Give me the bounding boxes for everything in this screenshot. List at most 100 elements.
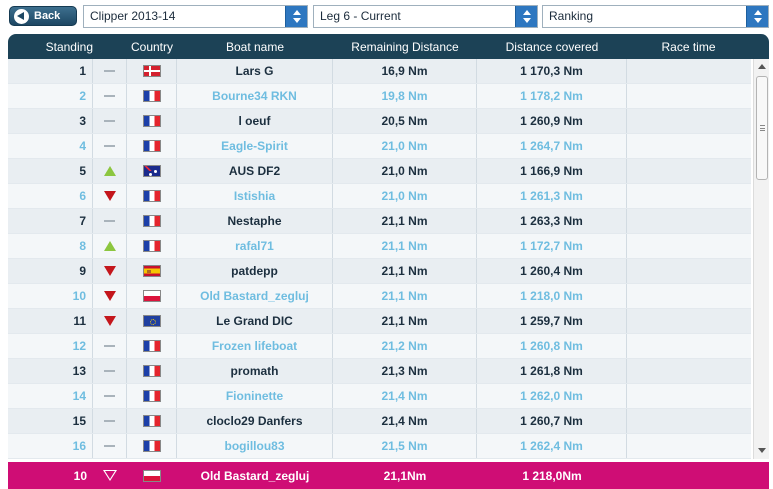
table-row[interactable]: 14 Fioninette 21,4 Nm 1 262,0 Nm: [8, 384, 751, 409]
boat-name-cell[interactable]: Fioninette: [177, 384, 333, 408]
remaining-distance-cell: 21,3 Nm: [333, 359, 477, 383]
distance-covered-cell: 1 263,3 Nm: [477, 209, 627, 233]
remaining-distance-cell: 21,2 Nm: [333, 334, 477, 358]
header-standing[interactable]: Standing: [45, 39, 93, 54]
race-time-cell: [627, 409, 751, 433]
table-row[interactable]: 13 promath 21,3 Nm 1 261,8 Nm: [8, 359, 751, 384]
table-row[interactable]: 2 Bourne34 RKN 19,8 Nm 1 178,2 Nm: [8, 84, 751, 109]
race-time-cell: [627, 134, 751, 158]
table-row[interactable]: 7 Nestaphe 21,1 Nm 1 263,3 Nm: [8, 209, 751, 234]
flag-dk-icon: [142, 65, 161, 77]
standing-cell: 9: [8, 259, 93, 283]
race-time-cell: [627, 184, 751, 208]
standing-cell: 6: [8, 184, 93, 208]
table-row[interactable]: 12 Frozen lifeboat 21,2 Nm 1 260,8 Nm: [8, 334, 751, 359]
table-body: 1 Lars G 16,9 Nm 1 170,3 Nm 2 Bourne34 RKN 19,…: [8, 59, 751, 459]
flag-es-icon: [142, 265, 161, 277]
scroll-thumb[interactable]: [756, 76, 768, 180]
view-select[interactable]: Ranking: [542, 5, 769, 28]
header-distance-covered[interactable]: Distance covered: [505, 39, 599, 54]
back-button-label: Back: [34, 10, 61, 22]
header-boat-name[interactable]: Boat name: [225, 39, 285, 54]
boat-name-cell[interactable]: l oeuf: [177, 109, 333, 133]
boat-name-cell[interactable]: promath: [177, 359, 333, 383]
leg-select[interactable]: Leg 6 - Current: [313, 5, 538, 28]
grip-icon: [760, 125, 765, 131]
distance-covered-cell: 1 264,7 Nm: [477, 134, 627, 158]
back-arrow-icon: [14, 8, 29, 24]
boat-name-cell[interactable]: Istishia: [177, 184, 333, 208]
boat-name-cell[interactable]: bogillou83: [177, 434, 333, 458]
flag-fr-icon: [142, 190, 161, 202]
table-row[interactable]: 6 Istishia 21,0 Nm 1 261,3 Nm: [8, 184, 751, 209]
race-time-cell: [627, 384, 751, 408]
header-country[interactable]: Country: [130, 39, 174, 54]
race-select-value: Clipper 2013-14: [90, 9, 176, 23]
table-row[interactable]: 9 patdepp 21,1 Nm 1 260,4 Nm: [8, 259, 751, 284]
distance-covered-cell: 1 166,9 Nm: [477, 159, 627, 183]
my-boat-row[interactable]: 10 Old Bastard_zegluj 21,1Nm 1 218,0Nm: [8, 462, 769, 489]
standing-cell: 1: [8, 59, 93, 83]
flag-fr-icon: [142, 440, 161, 452]
boat-name-cell[interactable]: Bourne34 RKN: [177, 84, 333, 108]
view-select-value: Ranking: [549, 9, 594, 23]
boat-name-cell[interactable]: rafal71: [177, 234, 333, 258]
race-time-cell: [627, 309, 751, 333]
table-row[interactable]: 5 AUS DF2 21,0 Nm 1 166,9 Nm: [8, 159, 751, 184]
table-row[interactable]: 8 rafal71 21,1 Nm 1 172,7 Nm: [8, 234, 751, 259]
remaining-distance-cell: 19,8 Nm: [333, 84, 477, 108]
remaining-distance-cell: 21,1 Nm: [333, 309, 477, 333]
boat-name-cell[interactable]: Le Grand DIC: [177, 309, 333, 333]
table-row[interactable]: 1 Lars G 16,9 Nm 1 170,3 Nm: [8, 59, 751, 84]
race-time-cell: [627, 334, 751, 358]
table-row[interactable]: 10 Old Bastard_zegluj 21,1 Nm 1 218,0 Nm: [8, 284, 751, 309]
boat-name-cell[interactable]: AUS DF2: [177, 159, 333, 183]
race-time-cell: [627, 84, 751, 108]
distance-covered-cell: 1 260,9 Nm: [477, 109, 627, 133]
table-row[interactable]: 4 Eagle-Spirit 21,0 Nm 1 264,7 Nm: [8, 134, 751, 159]
boat-name-cell[interactable]: Old Bastard_zegluj: [177, 284, 333, 308]
race-time-cell: [627, 159, 751, 183]
boat-name-cell[interactable]: patdepp: [177, 259, 333, 283]
header-remaining-distance[interactable]: Remaining Distance: [351, 39, 459, 54]
back-button[interactable]: Back: [9, 6, 77, 26]
table-row[interactable]: 3 l oeuf 20,5 Nm 1 260,9 Nm: [8, 109, 751, 134]
trend-unchanged-icon: [93, 334, 127, 358]
distance-covered-cell: 1 261,8 Nm: [477, 359, 627, 383]
select-arrows-icon[interactable]: [285, 6, 307, 27]
standing-cell: 4: [8, 134, 93, 158]
my-boat-flag: [127, 462, 177, 489]
boat-name-cell[interactable]: Nestaphe: [177, 209, 333, 233]
leg-select-value: Leg 6 - Current: [320, 9, 401, 23]
race-select[interactable]: Clipper 2013-14: [83, 5, 308, 28]
scroll-up-icon[interactable]: [758, 64, 766, 69]
flag-fr-icon: [142, 115, 161, 127]
standing-cell: 10: [8, 284, 93, 308]
trend-unchanged-icon: [93, 384, 127, 408]
table-row[interactable]: 11 Le Grand DIC 21,1 Nm 1 259,7 Nm: [8, 309, 751, 334]
country-cell: [127, 384, 177, 408]
trend-up-icon: [93, 159, 127, 183]
country-cell: [127, 84, 177, 108]
boat-name-cell[interactable]: cloclo29 Danfers: [177, 409, 333, 433]
boat-name-cell[interactable]: Lars G: [177, 59, 333, 83]
remaining-distance-cell: 21,0 Nm: [333, 159, 477, 183]
distance-covered-cell: 1 178,2 Nm: [477, 84, 627, 108]
trend-down-icon: [93, 309, 127, 333]
scroll-down-icon[interactable]: [758, 448, 766, 453]
boat-name-cell[interactable]: Eagle-Spirit: [177, 134, 333, 158]
select-arrows-icon[interactable]: [515, 6, 537, 27]
flag-fr-icon: [142, 215, 161, 227]
table-row[interactable]: 16 bogillou83 21,5 Nm 1 262,4 Nm: [8, 434, 751, 459]
boat-name-cell[interactable]: Frozen lifeboat: [177, 334, 333, 358]
distance-covered-cell: 1 259,7 Nm: [477, 309, 627, 333]
trend-unchanged-icon: [93, 109, 127, 133]
table-row[interactable]: 15 cloclo29 Danfers 21,4 Nm 1 260,7 Nm: [8, 409, 751, 434]
country-cell: [127, 134, 177, 158]
race-time-cell: [627, 259, 751, 283]
select-arrows-icon[interactable]: [746, 6, 768, 27]
trend-unchanged-icon: [93, 359, 127, 383]
header-race-time[interactable]: Race time: [661, 39, 716, 54]
vertical-scrollbar[interactable]: [753, 59, 769, 459]
standing-cell: 16: [8, 434, 93, 458]
